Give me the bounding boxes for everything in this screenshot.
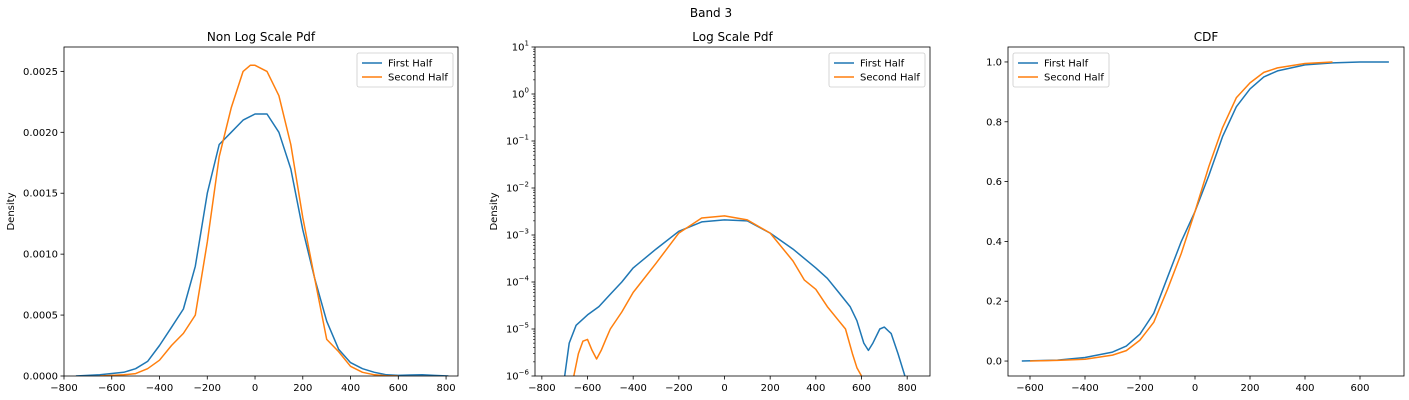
y-tick-label: 0.4 [986, 237, 1002, 248]
legend-label: Second Half [388, 73, 448, 84]
x-tick-label: −400 [619, 383, 646, 394]
legend-box [356, 52, 454, 88]
y-tick-label: 10−2 [506, 181, 529, 195]
y-tick-label: 100 [512, 87, 529, 101]
x-tick-label: −400 [146, 383, 173, 394]
axes-frame [1007, 46, 1405, 377]
figure-title: Band 3 [690, 6, 732, 20]
y-tick-label: 0.0025 [23, 67, 58, 78]
series-line-first-half [75, 113, 449, 376]
y-tick-label: 101 [512, 40, 529, 54]
y-tick-label: 0.0005 [23, 311, 58, 322]
y-tick-label: 10−5 [506, 322, 529, 336]
x-tick-label: −200 [1126, 383, 1153, 394]
y-tick-label: 0.0010 [23, 250, 58, 261]
series-line-second-half [1029, 61, 1333, 362]
chart-panel-3: CDF −600 −400 −200 0 200 400 600 0.0 0.2 0.4 0.6 0.8… [986, 30, 1405, 394]
x-tick-label: 200 [761, 383, 780, 394]
series-line-second-half [99, 64, 399, 376]
x-tick-label: −600 [1016, 383, 1043, 394]
x-tick-label: −200 [665, 383, 692, 394]
y-tick-label: 0.2 [986, 297, 1002, 308]
chart-panel-2: Log Scale Pdf −800 −600 −400 −200 0 200 400 600 8… [489, 30, 931, 394]
y-tick-label: 10−6 [506, 369, 530, 383]
x-tick-label: 0 [252, 383, 258, 394]
x-tick-label: 600 [852, 383, 871, 394]
legend: First Half Second Half [828, 52, 926, 88]
x-tick-label: 400 [1295, 383, 1314, 394]
y-tick-label: 10−4 [506, 275, 530, 289]
y-tick-label: 0.0020 [23, 128, 58, 139]
chart-title: Log Scale Pdf [692, 30, 773, 44]
y-tick-label: 0.6 [986, 177, 1002, 188]
x-tick-label: −800 [528, 383, 555, 394]
legend-box [1012, 52, 1110, 88]
series-line-second-half [573, 215, 863, 376]
y-axis-label: Density [6, 192, 17, 230]
series-line-first-half [1021, 61, 1389, 362]
chart-title: Non Log Scale Pdf [207, 30, 316, 44]
x-tick-label: −600 [98, 383, 125, 394]
legend: First Half Second Half [1012, 52, 1110, 88]
x-tick-label: −200 [194, 383, 221, 394]
legend: First Half Second Half [356, 52, 454, 88]
x-tick-label: 0 [721, 383, 727, 394]
x-tick-label: 0 [1192, 383, 1198, 394]
legend-label: First Half [860, 59, 905, 70]
y-axis-label: Density [489, 192, 500, 230]
x-tick-label: 600 [389, 383, 408, 394]
y-tick-label: 10−3 [506, 228, 529, 242]
axes-frame [534, 46, 931, 377]
y-tick-label: 0.8 [986, 117, 1002, 128]
legend-label: First Half [1044, 59, 1089, 70]
x-tick-label: 600 [1350, 383, 1369, 394]
x-tick-label: 800 [437, 383, 456, 394]
series-line-first-half [563, 219, 906, 376]
chart-panel-1: Non Log Scale Pdf −800 −600 −400 −200 0 200 400… [6, 30, 459, 394]
x-tick-label: 800 [898, 383, 917, 394]
x-tick-label: −600 [574, 383, 601, 394]
x-tick-label: 200 [293, 383, 312, 394]
legend-box [828, 52, 926, 88]
chart-title: CDF [1194, 30, 1219, 44]
x-tick-label: 400 [806, 383, 825, 394]
legend-label: Second Half [860, 73, 920, 84]
y-tick-label: 0.0 [986, 357, 1002, 368]
y-tick-label: 10−1 [506, 134, 529, 148]
y-tick-label: 1.0 [986, 57, 1002, 68]
x-tick-label: 400 [341, 383, 360, 394]
legend-label: Second Half [1044, 73, 1104, 84]
x-tick-label: 200 [1240, 383, 1259, 394]
x-tick-label: −800 [50, 383, 77, 394]
y-tick-label: 0.0000 [23, 372, 58, 383]
y-tick-label: 0.0015 [23, 189, 58, 200]
x-tick-label: −400 [1071, 383, 1098, 394]
legend-label: First Half [388, 59, 433, 70]
axes-frame [63, 46, 459, 377]
